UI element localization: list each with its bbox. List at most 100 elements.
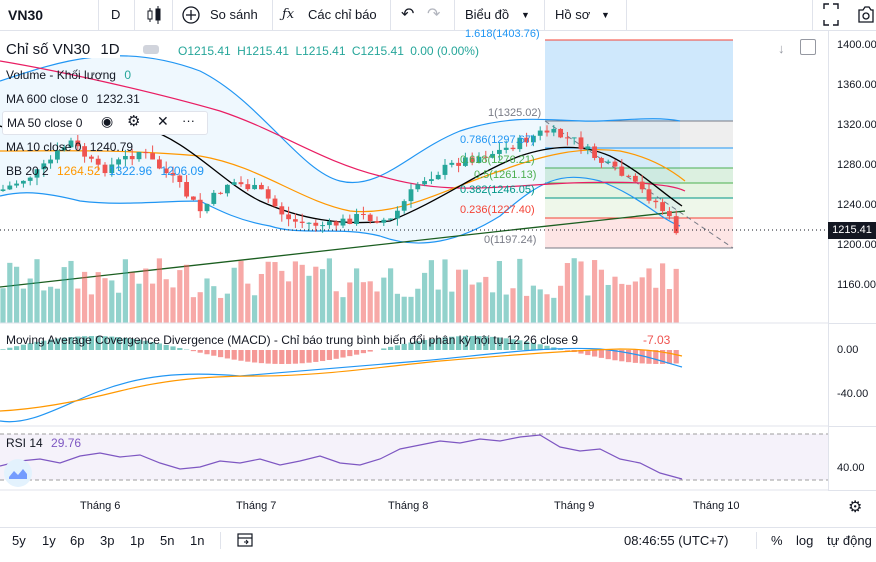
volume-bar — [612, 277, 617, 323]
macd-histogram-bar — [361, 350, 366, 353]
range-6m[interactable]: 6p — [70, 528, 84, 553]
macd-histogram-bar — [320, 350, 325, 361]
candle-body — [320, 225, 325, 226]
volume-bar — [68, 261, 73, 323]
candlestick-type-button[interactable] — [145, 0, 163, 30]
ma10-value: 1240.79 — [90, 140, 133, 154]
macd-histogram-bar — [626, 350, 631, 362]
settings-gear-icon[interactable]: ⚙ — [848, 497, 862, 517]
volume-bar — [7, 263, 12, 323]
undo-icon[interactable]: ↶ — [401, 0, 417, 30]
volume-bar — [286, 281, 291, 323]
change-value: 0.00 (0.00%) — [410, 44, 479, 58]
range-5y[interactable]: 5y — [12, 528, 26, 553]
volume-bar — [524, 296, 529, 323]
candle-body — [626, 176, 631, 177]
volume-bar — [198, 292, 203, 323]
auto-toggle[interactable]: tự động — [827, 528, 872, 553]
tradingview-logo[interactable] — [4, 459, 32, 487]
clock[interactable]: 08:46:55 (UTC+7) — [624, 528, 728, 553]
range-5d[interactable]: 5n — [160, 528, 174, 553]
price-axis[interactable]: 1400.00 1360.00 1320.00 1280.00 1240.00 … — [828, 31, 876, 491]
chart-type-dropdown[interactable]: Biểu đồ ▼ — [465, 0, 535, 30]
arrow-down-icon[interactable]: ↓ — [778, 41, 785, 56]
divider — [626, 0, 627, 30]
bb-legend[interactable]: BB 20 2 1264.52 1322.96 1206.09 — [6, 164, 204, 178]
macd-histogram-bar — [211, 350, 216, 356]
candle-body — [388, 219, 393, 220]
candle-body — [613, 162, 618, 167]
symbol-search[interactable]: VN30 — [8, 0, 43, 30]
candle-body — [633, 176, 638, 182]
volume-bar — [483, 277, 488, 323]
eye-icon[interactable]: ◉ — [101, 113, 113, 130]
log-toggle[interactable]: log — [796, 528, 813, 553]
range-1m[interactable]: 1p — [130, 528, 144, 553]
ma50-legend[interactable]: MA 50 close 0 ◉ ⚙ ✕ ··· — [2, 111, 208, 135]
range-3m[interactable]: 3p — [100, 528, 114, 553]
range-1y[interactable]: 1y — [42, 528, 56, 553]
volume-bar — [102, 278, 107, 323]
macd-histogram-bar — [177, 348, 182, 350]
volume-legend[interactable]: Volume - Khối lượng 0 — [6, 68, 131, 82]
goto-date-icon[interactable] — [236, 528, 254, 553]
price-tick: 1160.00 — [837, 279, 876, 291]
ma10-legend[interactable]: MA 10 close 0 1240.79 — [6, 140, 133, 154]
rsi-legend[interactable]: RSI 14 29.76 — [6, 436, 81, 450]
volume-bar — [130, 272, 135, 323]
macd-histogram-bar — [368, 350, 373, 352]
macd-histogram-bar — [279, 350, 284, 364]
logo-icon — [4, 459, 32, 487]
fib-label: 0(1197.24) — [484, 234, 536, 246]
macd-histogram-bar — [286, 350, 291, 364]
macd-histogram-bar — [347, 350, 352, 356]
volume-bar — [164, 279, 169, 323]
close-icon[interactable]: ✕ — [157, 113, 169, 130]
candle-body — [653, 201, 658, 202]
fullscreen-icon[interactable] — [822, 0, 840, 30]
macd-histogram-bar — [381, 348, 386, 350]
candle-body — [205, 204, 210, 211]
ma600-legend[interactable]: MA 600 close 0 1232.31 — [6, 92, 140, 106]
percent-toggle[interactable]: % — [771, 528, 783, 553]
volume-bar — [232, 268, 237, 323]
volume-bar — [62, 267, 67, 323]
macd-histogram-bar — [232, 350, 237, 360]
ma50-label: MA 50 close 0 — [7, 116, 82, 130]
divider — [812, 0, 813, 30]
volume-bar — [374, 291, 379, 323]
redo-icon[interactable]: ↷ — [427, 0, 443, 30]
macd-histogram-bar — [266, 350, 271, 364]
more-icon[interactable]: ··· — [182, 113, 195, 128]
divider — [172, 0, 173, 30]
macd-histogram-bar — [674, 350, 679, 363]
macd-legend[interactable]: Moving Average Covergence Divergence (MA… — [6, 333, 578, 347]
function-icon: ƒx — [282, 0, 294, 30]
chart-area[interactable]: 1.618(1403.76) 1(1325.02) 0.786(1297.67)… — [0, 31, 828, 491]
macd-histogram-bar — [340, 350, 345, 358]
volume-bar — [436, 290, 441, 323]
fib-zone — [545, 218, 733, 248]
interval-button[interactable]: D — [111, 0, 120, 30]
candle-body — [266, 189, 271, 198]
close-value: C1215.41 — [352, 44, 404, 58]
volume-bar — [517, 259, 522, 323]
maximize-pane-icon[interactable] — [800, 39, 816, 55]
range-1d[interactable]: 1n — [190, 528, 204, 553]
volume-bar — [538, 289, 543, 323]
candle-body — [606, 162, 611, 163]
volume-bar — [293, 261, 298, 323]
macd-histogram-bar — [198, 350, 203, 353]
candle-body — [334, 221, 339, 225]
indicators-button[interactable]: ƒx Các chỉ báo — [282, 0, 392, 30]
volume-bar — [408, 297, 413, 323]
candle-body — [551, 129, 556, 133]
candle-body — [137, 152, 142, 159]
gear-icon[interactable]: ⚙ — [127, 112, 140, 130]
divider — [98, 0, 99, 30]
macd-histogram-bar — [300, 350, 305, 363]
collapse-icon[interactable] — [143, 45, 159, 54]
profile-dropdown[interactable]: Hồ sơ ▼ — [555, 0, 615, 30]
screenshot-icon[interactable] — [856, 0, 874, 30]
compare-button[interactable]: So sánh — [182, 0, 264, 30]
